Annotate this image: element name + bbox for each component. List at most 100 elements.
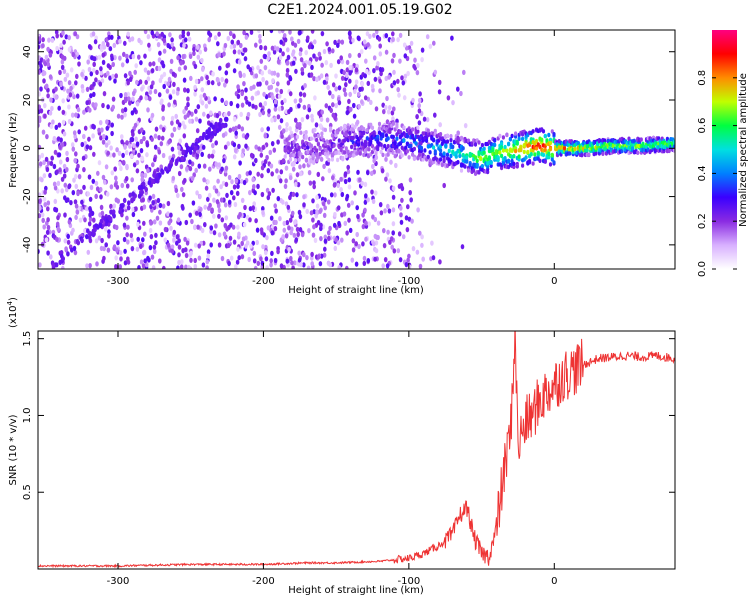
- snr-ticks: -300 -200 -100 00.51.01.5: [22, 331, 675, 587]
- spectrogram-cell: [176, 217, 181, 223]
- spectrogram-cell: [82, 184, 86, 190]
- spectrogram-cell: [122, 222, 127, 228]
- spectrogram-cell: [55, 45, 59, 52]
- spectrogram-cell: [223, 42, 228, 49]
- spectrogram-cell: [229, 222, 233, 228]
- spectrogram-cell: [348, 227, 353, 233]
- spectrogram-cell: [195, 44, 200, 51]
- spectrogram-cell: [259, 44, 263, 51]
- spectrogram-cell: [285, 258, 290, 264]
- spectrogram-cell: [310, 44, 315, 50]
- spectrogram-cell: [101, 59, 106, 65]
- spectrogram-cell: [399, 219, 404, 225]
- spectrogram-cell: [175, 90, 180, 96]
- spectrogram-cell: [146, 34, 151, 40]
- spectrogram-cell: [201, 240, 206, 246]
- spectrogram-cell: [154, 232, 158, 238]
- spectrogram-ridge-cell: [480, 142, 484, 148]
- spectrogram-ridge-cell: [486, 164, 490, 169]
- spectrogram-cell: [207, 30, 211, 36]
- spectrogram-cell: [360, 180, 365, 186]
- spectrogram-cell: [104, 164, 109, 170]
- spectrogram-cell: [100, 127, 104, 133]
- spectrogram-cell: [399, 212, 403, 218]
- spectrogram-cell: [416, 207, 420, 213]
- spectrogram-cell: [291, 51, 295, 57]
- spectrogram-cell: [156, 42, 161, 48]
- spectrogram-cell: [150, 136, 154, 142]
- spectrogram-cell: [391, 207, 396, 213]
- spectrogram-ridge-cell: [384, 133, 389, 138]
- spectrogram-cell: [87, 221, 92, 227]
- spectrogram-cell: [354, 79, 359, 85]
- spectrogram-cell: [52, 181, 57, 187]
- spectrogram-cell: [147, 42, 151, 48]
- spectrogram-cell: [386, 109, 391, 115]
- spectrogram-cell: [174, 187, 179, 193]
- spectrogram-cell: [372, 55, 377, 61]
- spectrogram-cell: [142, 204, 147, 210]
- spectrogram-cell: [92, 67, 96, 73]
- spectrogram-cell: [318, 208, 323, 214]
- spectrogram-cell: [87, 44, 92, 50]
- spectrogram-cell: [106, 104, 110, 110]
- spectrogram-cell: [224, 181, 229, 187]
- spectrogram-cell: [217, 52, 221, 58]
- spectrogram-cell: [173, 99, 177, 105]
- spectrogram-cell: [202, 111, 206, 117]
- spectrogram-ridge-cell: [512, 154, 516, 159]
- spectrogram-ridge-cell: [329, 147, 333, 153]
- spectrogram-cell: [81, 88, 85, 94]
- spectrogram-cell: [153, 88, 158, 95]
- spectrogram-cell: [178, 138, 182, 144]
- spectrogram-cell: [326, 84, 331, 90]
- spectrogram-cell: [63, 182, 68, 188]
- spectrogram-cell: [62, 55, 67, 61]
- spectrogram-cell: [401, 80, 406, 86]
- x-tick-label: 0: [551, 576, 557, 587]
- spectrogram-cell: [119, 256, 123, 262]
- spectrogram-cell: [322, 79, 327, 85]
- spectrogram-cell: [319, 236, 323, 242]
- spectrogram-cell: [67, 184, 71, 190]
- spectrogram-cell: [420, 242, 424, 248]
- spectrogram-cell: [360, 81, 365, 87]
- spectrogram-ridge-cell: [320, 131, 324, 136]
- spectrogram-cell: [322, 48, 327, 55]
- spectrogram-cell: [162, 71, 167, 77]
- spectrogram-cell: [363, 199, 368, 205]
- spectrogram-cell: [258, 111, 262, 118]
- spectrogram-cell: [45, 166, 50, 173]
- spectrogram-cell: [407, 216, 412, 222]
- spectrogram-cell: [326, 199, 331, 205]
- spectrogram-cell: [218, 117, 223, 123]
- spectrogram-cell: [366, 42, 371, 48]
- spectrogram-cell: [286, 80, 291, 86]
- spectrogram-cell: [38, 69, 41, 75]
- spectrogram-cell: [83, 217, 87, 223]
- spectrogram-cell: [234, 178, 239, 184]
- spectrogram-cell: [271, 95, 275, 101]
- spectrogram-cell: [348, 65, 353, 71]
- spectrogram-cell: [368, 33, 372, 40]
- spectrogram-cell: [267, 51, 271, 57]
- spectrogram-cell: [256, 81, 260, 87]
- spectrogram-ridge-cell: [510, 133, 514, 139]
- spectrogram-cell: [377, 36, 382, 42]
- spectrogram-cell: [232, 49, 237, 55]
- spectrogram-cell: [183, 37, 188, 43]
- spectrogram-cell: [451, 100, 455, 106]
- spectrogram-cell: [140, 156, 145, 162]
- spectrogram-cell: [140, 127, 144, 133]
- spectrogram-cell: [42, 78, 46, 84]
- spectrogram-cell: [58, 69, 62, 76]
- spectrogram-cell: [217, 213, 221, 219]
- spectrogram-cell: [106, 63, 111, 69]
- spectrogram-cell: [232, 195, 236, 201]
- spectrogram-ridge-cell: [316, 142, 320, 147]
- spectrogram-cells: [38, 30, 675, 269]
- spectrogram-ridge-cell: [365, 128, 369, 133]
- spectrogram-cell: [206, 179, 210, 185]
- spectrogram-cell: [152, 172, 156, 178]
- spectrogram-ridge-cell: [404, 145, 408, 150]
